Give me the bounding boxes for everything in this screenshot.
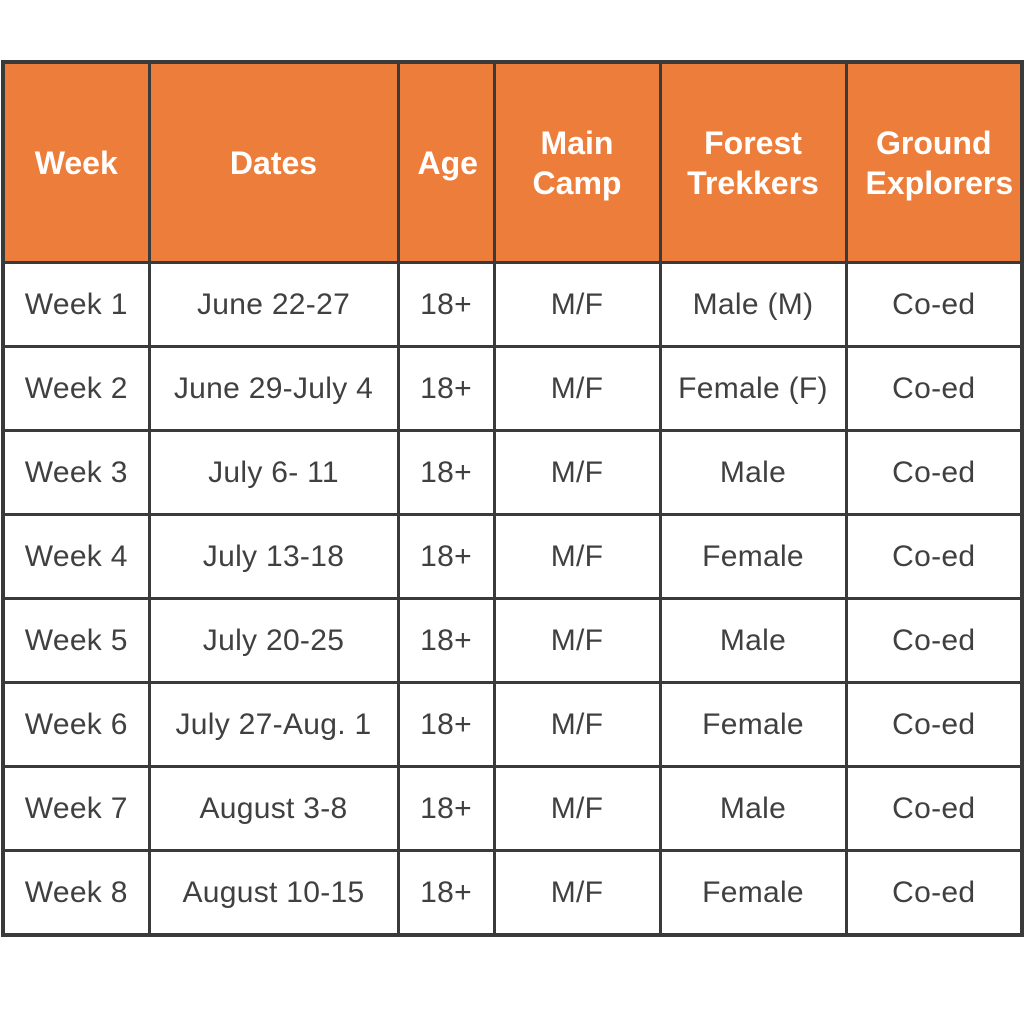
cell-week: Week 4: [1, 513, 151, 600]
cell-age: 18+: [396, 429, 496, 516]
cell-forest-trekkers: Female (F): [658, 345, 848, 432]
cell-week: Week 7: [1, 765, 151, 852]
table-row-week-6: Week 6 July 27-Aug. 1 18+ M/F Female Co-ed: [1, 681, 1024, 768]
camp-schedule-table: Week Dates Age Main Camp Forest Trekkers Grou…: [1, 60, 1024, 937]
cell-dates: June 22-27: [147, 261, 400, 348]
cell-week: Week 2: [1, 345, 151, 432]
cell-ground-explorers: Co-ed: [844, 429, 1024, 516]
cell-main-camp: M/F: [492, 429, 662, 516]
table-row-week-4: Week 4 July 13-18 18+ M/F Female Co-ed: [1, 513, 1024, 600]
table-row-week-3: Week 3 July 6- 11 18+ M/F Male Co-ed: [1, 429, 1024, 516]
cell-dates: June 29-July 4: [147, 345, 400, 432]
cell-age: 18+: [396, 261, 496, 348]
cell-forest-trekkers: Female: [658, 849, 848, 937]
cell-ground-explorers: Co-ed: [844, 765, 1024, 852]
table-row-week-2: Week 2 June 29-July 4 18+ M/F Female (F) Co-e…: [1, 345, 1024, 432]
cell-week: Week 6: [1, 681, 151, 768]
table-row-week-8: Week 8 August 10-15 18+ M/F Female Co-ed: [1, 849, 1024, 937]
cell-age: 18+: [396, 597, 496, 684]
column-header-age: Age: [396, 60, 496, 264]
cell-dates: August 10-15: [147, 849, 400, 937]
cell-main-camp: M/F: [492, 849, 662, 937]
column-header-dates: Dates: [147, 60, 400, 264]
column-header-week: Week: [1, 60, 151, 264]
cell-forest-trekkers: Male: [658, 429, 848, 516]
cell-age: 18+: [396, 681, 496, 768]
cell-forest-trekkers: Female: [658, 681, 848, 768]
cell-ground-explorers: Co-ed: [844, 261, 1024, 348]
cell-week: Week 5: [1, 597, 151, 684]
cell-week: Week 1: [1, 261, 151, 348]
table-header-row: Week Dates Age Main Camp Forest Trekkers Grou…: [1, 60, 1024, 264]
cell-forest-trekkers: Female: [658, 513, 848, 600]
cell-forest-trekkers: Male: [658, 597, 848, 684]
cell-dates: July 20-25: [147, 597, 400, 684]
cell-main-camp: M/F: [492, 261, 662, 348]
cell-forest-trekkers: Male (M): [658, 261, 848, 348]
cell-dates: July 13-18: [147, 513, 400, 600]
cell-week: Week 8: [1, 849, 151, 937]
table-header: Week Dates Age Main Camp Forest Trekkers Grou…: [1, 60, 1024, 264]
table-row-week-7: Week 7 August 3-8 18+ M/F Male Co-ed: [1, 765, 1024, 852]
cell-main-camp: M/F: [492, 681, 662, 768]
table-row-week-5: Week 5 July 20-25 18+ M/F Male Co-ed: [1, 597, 1024, 684]
table-row-week-1: Week 1 June 22-27 18+ M/F Male (M) Co-ed: [1, 261, 1024, 348]
cell-age: 18+: [396, 513, 496, 600]
cell-ground-explorers: Co-ed: [844, 597, 1024, 684]
cell-ground-explorers: Co-ed: [844, 681, 1024, 768]
column-header-forest-trekkers: Forest Trekkers: [658, 60, 848, 264]
cell-main-camp: M/F: [492, 513, 662, 600]
cell-main-camp: M/F: [492, 765, 662, 852]
cell-age: 18+: [396, 849, 496, 937]
cell-week: Week 3: [1, 429, 151, 516]
cell-age: 18+: [396, 345, 496, 432]
cell-main-camp: M/F: [492, 345, 662, 432]
cell-ground-explorers: Co-ed: [844, 345, 1024, 432]
cell-dates: August 3-8: [147, 765, 400, 852]
cell-dates: July 27-Aug. 1: [147, 681, 400, 768]
column-header-ground-explorers: Ground Explorers: [844, 60, 1024, 264]
column-header-main-camp: Main Camp: [492, 60, 662, 264]
cell-dates: July 6- 11: [147, 429, 400, 516]
cell-ground-explorers: Co-ed: [844, 513, 1024, 600]
cell-main-camp: M/F: [492, 597, 662, 684]
cell-forest-trekkers: Male: [658, 765, 848, 852]
cell-ground-explorers: Co-ed: [844, 849, 1024, 937]
table-body: Week 1 June 22-27 18+ M/F Male (M) Co-ed Week …: [1, 261, 1024, 937]
cell-age: 18+: [396, 765, 496, 852]
